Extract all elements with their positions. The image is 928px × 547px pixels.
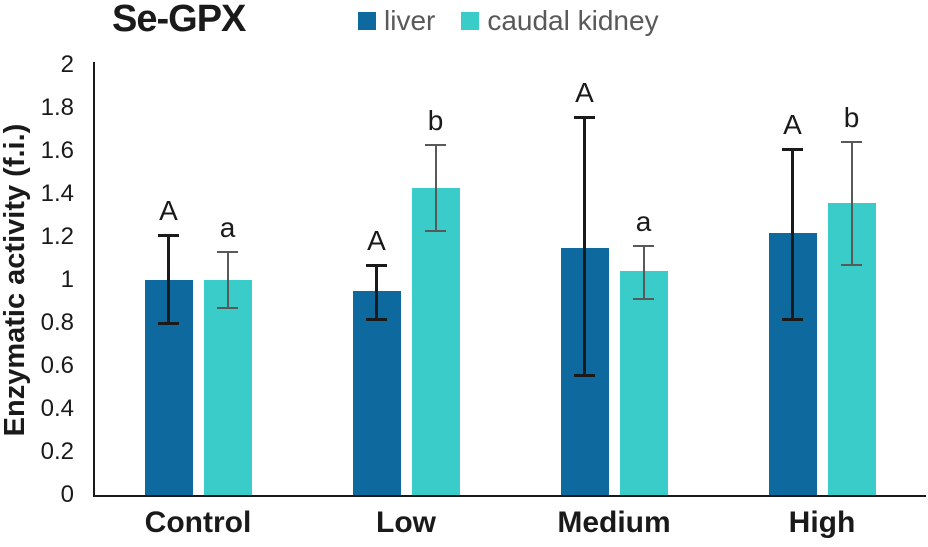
error-bar-cap-bottom [217, 306, 238, 309]
significance-letter-liver-high: A [783, 108, 802, 140]
significance-letter-liver-medium: A [575, 76, 594, 108]
y-tick-label: 0 [60, 481, 74, 508]
y-tick-label: 1.6 [40, 137, 74, 164]
y-tick-label: 0.6 [40, 352, 74, 379]
bar-liver-low [352, 290, 401, 495]
significance-letter-liver-control: A [159, 194, 178, 226]
error-bar-cap-bottom [366, 317, 387, 321]
y-tick-label: 2 [60, 51, 74, 78]
error-bar-cap-bottom [841, 263, 862, 266]
legend-item-caudal-kidney: caudal kidney [461, 5, 659, 36]
x-tick-label: Low [376, 506, 436, 539]
error-bar-cap-bottom [158, 322, 179, 325]
bar-caudal-kidney-control [203, 280, 252, 495]
y-tick-label: 0.8 [40, 309, 74, 336]
significance-letter-liver-low: A [367, 224, 386, 256]
legend-item-liver: liver [358, 7, 435, 35]
bar-caudal-kidney-medium [619, 271, 668, 495]
significance-letter-caudal-kidney-control: a [219, 212, 236, 244]
error-bar-line [850, 142, 853, 265]
error-bar-cap-top [217, 251, 238, 254]
y-tick-label: 1.2 [40, 223, 74, 250]
error-bar-line [226, 252, 229, 308]
y-axis-line [93, 62, 95, 497]
error-bar-cap-top [633, 244, 654, 247]
error-bar-cap-top [782, 147, 803, 151]
legend-label-caudal-kidney: caudal kidney [487, 5, 659, 36]
error-bar-line [375, 264, 378, 319]
error-bar-line [167, 234, 170, 323]
error-bar-cap-bottom [782, 317, 803, 321]
significance-letter-caudal-kidney-low: b [427, 104, 444, 136]
significance-letter-caudal-kidney-high: b [843, 102, 860, 134]
error-bar-cap-top [574, 115, 595, 119]
x-tick-label: Control [144, 506, 252, 539]
y-tick-label: 1.8 [40, 94, 74, 121]
error-bar-cap-top [841, 141, 862, 144]
caudal-kidney-swatch-icon [461, 12, 480, 30]
error-bar-line [791, 148, 794, 319]
y-tick-label: 0.4 [40, 395, 74, 422]
y-tick-label: 1.4 [40, 180, 74, 207]
error-bar-cap-bottom [574, 373, 595, 377]
chart-title: Se-GPX [112, 0, 246, 40]
y-tick-label: 0.2 [40, 438, 74, 465]
legend-label-liver: liver [384, 5, 436, 36]
error-bar-cap-top [425, 143, 446, 146]
error-bar-cap-bottom [425, 229, 446, 232]
x-tick-label: Medium [557, 506, 671, 539]
error-bar-line [434, 144, 437, 231]
x-axis-line [93, 495, 926, 497]
x-tick-label: High [788, 506, 856, 539]
bar-caudal-kidney-low [411, 187, 460, 495]
error-bar-cap-top [366, 263, 387, 267]
liver-swatch-icon [358, 12, 376, 30]
y-tick-label: 1 [60, 266, 74, 293]
error-bar-line [583, 116, 586, 375]
error-bar-line [642, 245, 645, 300]
chart-legend: liver caudal kidney [358, 7, 659, 35]
significance-letter-caudal-kidney-medium: a [635, 205, 652, 237]
error-bar-cap-top [158, 233, 179, 237]
error-bar-cap-bottom [633, 298, 654, 301]
